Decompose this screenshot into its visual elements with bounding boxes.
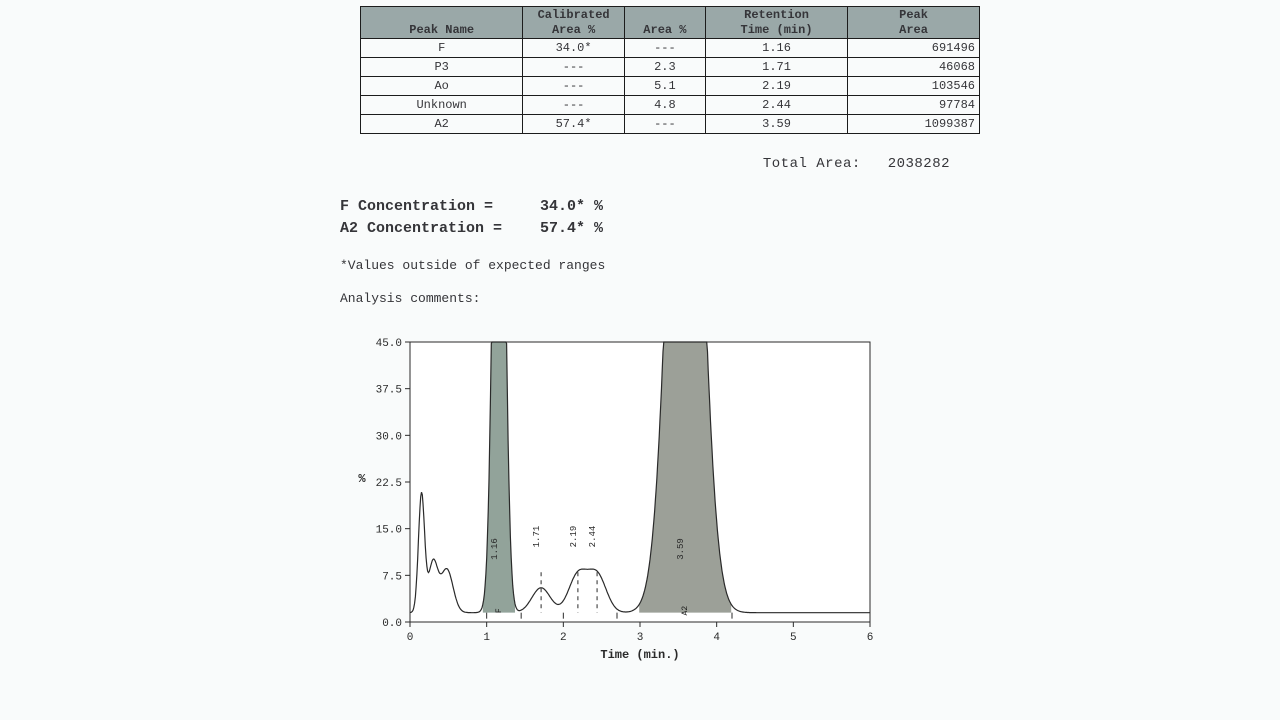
y-tick-label: 37.5 <box>376 385 402 397</box>
y-axis-label: % <box>358 472 366 486</box>
table-cell: 1.71 <box>706 58 848 77</box>
th-cal-area-line2: Area % <box>529 23 617 38</box>
th-area: Area % <box>624 7 705 39</box>
table-cell: 2.3 <box>624 58 705 77</box>
concentration-block: F Concentration =34.0* %A2 Concentration… <box>340 196 980 240</box>
table-body: F34.0*---1.16691496P3---2.31.7146068Ao--… <box>361 39 980 134</box>
peak-rt-label: 1.16 <box>490 538 500 560</box>
table-cell: --- <box>523 96 624 115</box>
x-tick-label: 6 <box>867 632 874 644</box>
table-cell: Ao <box>361 77 523 96</box>
table-cell: A2 <box>361 115 523 134</box>
table-cell: 5.1 <box>624 77 705 96</box>
th-rt: RetentionTime (min) <box>706 7 848 39</box>
peak-name-label: A2 <box>681 606 690 616</box>
y-tick-label: 22.5 <box>376 478 402 490</box>
peak-rt-label: 2.19 <box>569 526 579 548</box>
x-tick-label: 5 <box>790 632 797 644</box>
table-row: A257.4*---3.591099387 <box>361 115 980 134</box>
th-peak-area-line1: Peak <box>854 8 973 23</box>
footnote: *Values outside of expected ranges <box>340 258 980 273</box>
table-cell: 34.0* <box>523 39 624 58</box>
peak-rt-label: 2.44 <box>588 526 598 548</box>
table-cell: 46068 <box>848 58 980 77</box>
report-sheet: Peak Name CalibratedArea % Area % Retent… <box>0 0 1280 720</box>
x-tick-label: 1 <box>483 632 490 644</box>
peak-rt-label: 3.59 <box>676 538 686 560</box>
table-cell: P3 <box>361 58 523 77</box>
table-cell: --- <box>523 58 624 77</box>
plot-area <box>410 342 870 622</box>
y-tick-label: 0.0 <box>382 618 402 630</box>
report-content: Peak Name CalibratedArea % Area % Retent… <box>340 6 980 677</box>
table-cell: 1099387 <box>848 115 980 134</box>
concentration-value: 57.4* % <box>540 218 603 240</box>
concentration-row: F Concentration =34.0* % <box>340 196 980 218</box>
y-tick-label: 15.0 <box>376 525 402 537</box>
table-row: F34.0*---1.16691496 <box>361 39 980 58</box>
table-cell: 3.59 <box>706 115 848 134</box>
total-area-line: Total Area: 2038282 <box>340 156 980 172</box>
table-cell: 57.4* <box>523 115 624 134</box>
analysis-comments-label: Analysis comments: <box>340 291 980 306</box>
peaks-table: Peak Name CalibratedArea % Area % Retent… <box>360 6 980 134</box>
th-rt-line1: Retention <box>712 8 841 23</box>
y-tick-label: 45.0 <box>376 338 402 350</box>
table-cell: 103546 <box>848 77 980 96</box>
concentration-label: A2 Concentration = <box>340 218 540 240</box>
x-tick-label: 0 <box>407 632 414 644</box>
peak-name-label: F <box>495 608 504 613</box>
table-header: Peak Name CalibratedArea % Area % Retent… <box>361 7 980 39</box>
th-peak-name: Peak Name <box>361 7 523 39</box>
table-row: P3---2.31.7146068 <box>361 58 980 77</box>
table-cell: --- <box>624 115 705 134</box>
concentration-row: A2 Concentration =57.4* % <box>340 218 980 240</box>
th-cal-area: CalibratedArea % <box>523 7 624 39</box>
table-cell: F <box>361 39 523 58</box>
table-row: Ao---5.12.19103546 <box>361 77 980 96</box>
chromatogram-chart: 0.0 7.5 15.0 22.5 30.0 37.5 45.0% 0 1 2 3 4 5 6 Time (… <box>340 332 980 677</box>
table-cell: 4.8 <box>624 96 705 115</box>
th-peak-area: PeakArea <box>848 7 980 39</box>
x-tick-label: 4 <box>713 632 720 644</box>
table-cell: Unknown <box>361 96 523 115</box>
y-tick-label: 7.5 <box>382 571 402 583</box>
table-cell: 1.16 <box>706 39 848 58</box>
total-area-label: Total Area: <box>763 156 861 172</box>
table-cell: 2.44 <box>706 96 848 115</box>
table-cell: 691496 <box>848 39 980 58</box>
th-peak-area-line2: Area <box>854 23 973 38</box>
concentration-label: F Concentration = <box>340 196 540 218</box>
peak-rt-label: 1.71 <box>532 526 542 548</box>
x-axis-label: Time (min.) <box>600 648 679 662</box>
total-area-value: 2038282 <box>888 156 950 172</box>
th-cal-area-line1: Calibrated <box>529 8 617 23</box>
table-cell: --- <box>523 77 624 96</box>
table-row: Unknown---4.82.4497784 <box>361 96 980 115</box>
concentration-value: 34.0* % <box>540 196 603 218</box>
table-cell: 97784 <box>848 96 980 115</box>
x-tick-label: 3 <box>637 632 644 644</box>
table-cell: --- <box>624 39 705 58</box>
th-rt-line2: Time (min) <box>712 23 841 38</box>
chromatogram-svg: 0.0 7.5 15.0 22.5 30.0 37.5 45.0% 0 1 2 3 4 5 6 Time (… <box>340 332 900 672</box>
x-tick-label: 2 <box>560 632 567 644</box>
table-cell: 2.19 <box>706 77 848 96</box>
y-tick-label: 30.0 <box>376 431 402 443</box>
